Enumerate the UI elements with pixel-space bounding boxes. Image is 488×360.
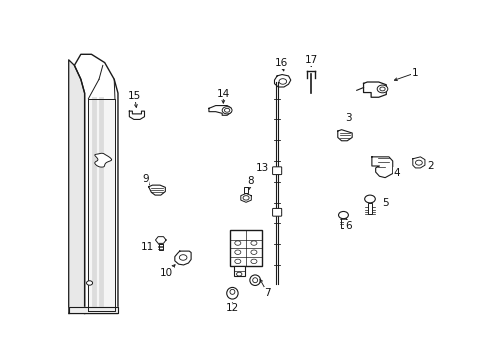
Text: 14: 14 [216,89,229,99]
Polygon shape [148,185,165,195]
Polygon shape [240,193,251,202]
Circle shape [250,259,256,264]
Ellipse shape [249,275,260,285]
Text: 9: 9 [142,174,148,184]
Ellipse shape [252,278,257,283]
Circle shape [243,195,248,200]
Polygon shape [337,130,351,141]
Polygon shape [155,237,166,243]
FancyBboxPatch shape [367,203,371,214]
Circle shape [338,211,347,219]
Text: 1: 1 [411,68,418,78]
Polygon shape [208,105,230,115]
Text: 7: 7 [264,288,270,298]
Circle shape [236,272,242,276]
Circle shape [250,241,256,245]
Polygon shape [371,157,392,177]
Polygon shape [363,82,386,97]
Polygon shape [274,75,290,87]
Circle shape [179,255,186,260]
Text: 11: 11 [141,242,154,252]
Text: 15: 15 [128,91,141,102]
Circle shape [379,87,385,91]
Circle shape [222,107,232,114]
Circle shape [279,79,286,84]
FancyBboxPatch shape [233,266,244,276]
Text: 4: 4 [393,168,399,177]
Circle shape [224,108,229,112]
Circle shape [234,259,241,264]
Text: 13: 13 [255,163,268,174]
Polygon shape [95,153,111,167]
Circle shape [250,250,256,255]
Text: 10: 10 [160,268,173,278]
FancyBboxPatch shape [272,208,281,216]
FancyBboxPatch shape [159,244,163,250]
Ellipse shape [229,289,234,294]
Text: 16: 16 [275,58,288,68]
Circle shape [376,85,387,93]
Polygon shape [74,54,118,314]
Polygon shape [88,99,115,311]
FancyBboxPatch shape [244,186,247,193]
Text: 2: 2 [427,161,433,171]
Text: 8: 8 [247,176,253,186]
Circle shape [364,195,374,203]
Text: 5: 5 [382,198,388,208]
Circle shape [234,241,241,245]
Circle shape [415,160,422,165]
Polygon shape [68,307,118,314]
Text: 6: 6 [345,221,351,231]
Polygon shape [175,251,191,265]
Text: 17: 17 [304,55,317,66]
Text: 3: 3 [344,113,350,123]
FancyBboxPatch shape [341,218,345,228]
Polygon shape [68,60,84,314]
FancyBboxPatch shape [272,167,281,175]
FancyBboxPatch shape [229,230,262,266]
Circle shape [234,250,241,255]
Polygon shape [412,157,424,168]
Circle shape [86,281,92,285]
Polygon shape [129,111,144,120]
Text: 12: 12 [225,303,239,314]
Ellipse shape [226,287,238,299]
